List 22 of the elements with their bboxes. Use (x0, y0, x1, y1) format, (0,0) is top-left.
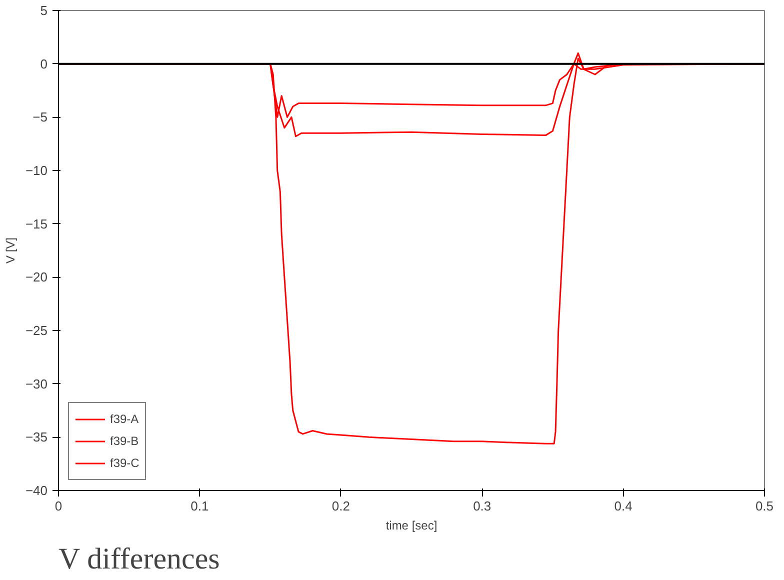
y-tick-label: −15 (25, 216, 48, 232)
y-tick-label: 0 (40, 56, 48, 72)
x-tick-label: 0 (54, 498, 62, 514)
x-tick-label: 0.2 (332, 498, 350, 514)
y-tick-label: 5 (40, 3, 48, 18)
legend-label: f39-C (110, 456, 140, 470)
legend-label: f39-B (110, 434, 139, 448)
x-tick-label: 0.3 (473, 498, 492, 514)
y-tick-label: −35 (25, 430, 48, 445)
y-tick-label: −10 (25, 163, 48, 178)
x-axis-title: time [sec] (386, 518, 438, 532)
x-tick-label: 0.1 (190, 498, 209, 514)
legend-label: f39-A (110, 412, 139, 426)
y-tick-label: −40 (25, 483, 48, 498)
y-tick-label: −30 (25, 376, 48, 392)
y-tick-label: −20 (25, 270, 48, 285)
y-tick-label: −25 (25, 323, 48, 338)
x-tick-label: 0.4 (614, 498, 632, 514)
x-tick-label: 0.5 (755, 498, 774, 514)
text: V differences (58, 542, 220, 576)
y-tick-label: −5 (32, 110, 48, 125)
y-axis-title: V [V] (3, 237, 18, 264)
